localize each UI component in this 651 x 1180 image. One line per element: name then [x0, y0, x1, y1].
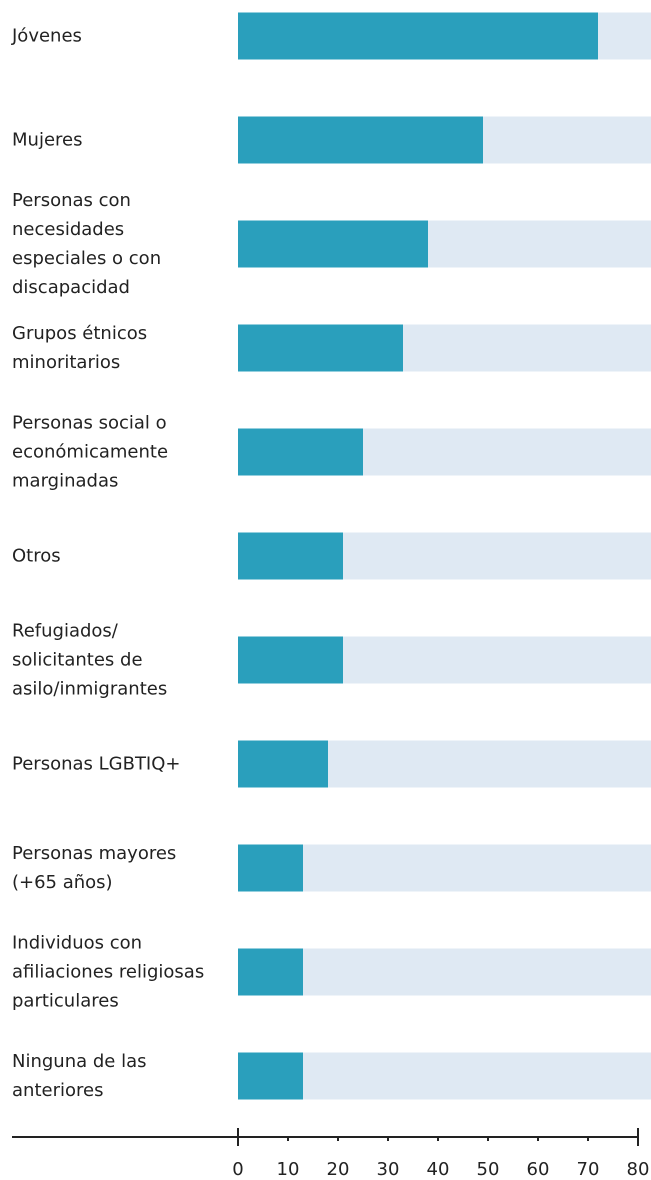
bar-track: [238, 948, 651, 996]
x-tick-label: 20: [327, 1159, 350, 1180]
bar: [238, 1052, 303, 1100]
bar: [238, 844, 303, 892]
category-label: Personas LGBTIQ+: [12, 753, 181, 775]
bar: [238, 532, 343, 580]
x-tick-label: 80: [627, 1159, 650, 1180]
category-label: Personas mayores (+65 años): [12, 843, 177, 893]
x-tick-label: 60: [527, 1159, 550, 1180]
x-tick-label: 40: [427, 1159, 450, 1180]
x-tick-label: 0: [232, 1159, 243, 1180]
category-label: Personas social o económicamente margina…: [12, 412, 169, 492]
x-tick-label: 10: [277, 1159, 300, 1180]
bar: [238, 740, 328, 788]
category-label: Ninguna de las anteriores: [12, 1051, 147, 1101]
bar: [238, 428, 363, 476]
bar: [238, 636, 343, 684]
bar: [238, 324, 403, 372]
bar: [238, 220, 428, 268]
bar: [238, 948, 303, 996]
bar-track: [238, 844, 651, 892]
category-label: Grupos étnicos minoritarios: [12, 323, 148, 373]
category-label: Otros: [12, 545, 61, 567]
category-label: Individuos con afiliaciones religiosas p…: [12, 932, 205, 1012]
bar: [238, 116, 483, 164]
x-tick-label: 50: [477, 1159, 500, 1180]
category-label: Personas con necesidades especiales o co…: [12, 190, 162, 298]
bar: [238, 12, 598, 60]
x-tick-label: 30: [377, 1159, 400, 1180]
x-tick-label: 70: [577, 1159, 600, 1180]
category-label: Mujeres: [12, 129, 83, 151]
category-label: Jóvenes: [12, 25, 82, 47]
category-label: Refugiados/ solicitantes de asilo/inmigr…: [12, 620, 168, 700]
bar-track: [238, 1052, 651, 1100]
